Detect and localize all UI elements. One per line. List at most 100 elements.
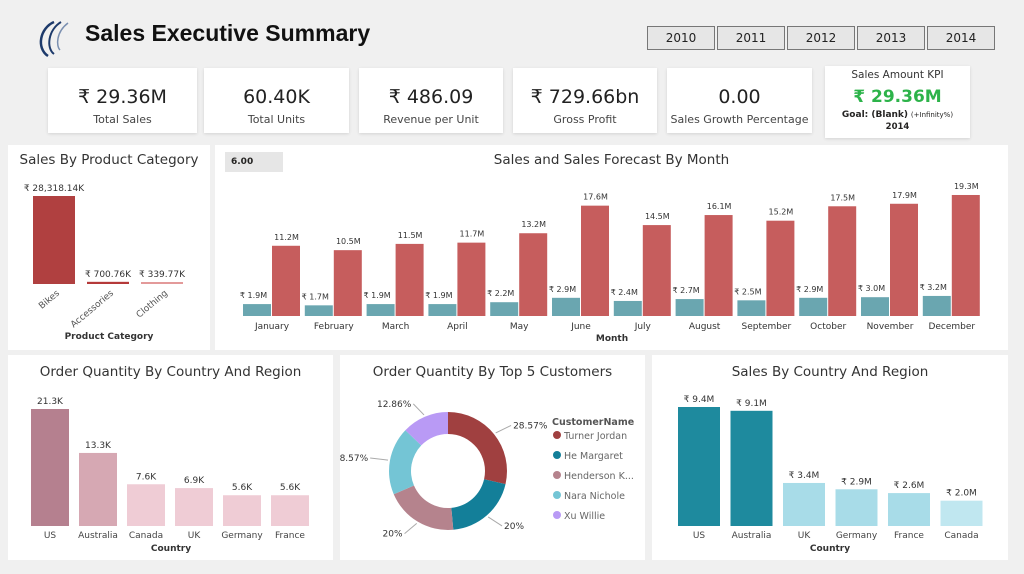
x-axis-title: Month	[596, 334, 628, 344]
bar	[366, 304, 395, 316]
x-tick-label: US	[44, 531, 57, 541]
donut-slice	[405, 412, 448, 446]
bar	[490, 302, 519, 316]
chart-title: Order Quantity By Top 5 Customers	[372, 364, 613, 380]
kpi-card-total-units: 60.40K Total Units	[204, 68, 349, 133]
data-label: ₹ 2.9M	[549, 285, 576, 294]
bar	[519, 233, 548, 316]
kpi-goal: Goal: (Blank)	[841, 110, 909, 120]
data-label: ₹ 2.9M	[796, 285, 823, 294]
kpi-card-gross-profit: ₹ 729.66bn Gross Profit	[513, 68, 657, 133]
data-label: 10.5M	[336, 237, 361, 246]
x-tick-label: Clothing	[135, 289, 170, 321]
kpi-label: Sales Growth Percentage	[670, 113, 809, 126]
leader-line	[412, 403, 425, 416]
sales-country-panel: Sales By Country And Region ₹ 9.4M US ₹ 9.…	[652, 355, 1008, 560]
kpi-card-total-sales: ₹ 29.36M Total Sales	[48, 68, 197, 133]
bar	[33, 196, 75, 284]
data-label: ₹ 28,318.14K	[24, 184, 85, 194]
chart-title: Sales and Sales Forecast By Month	[493, 152, 730, 168]
bar	[141, 282, 183, 284]
bar	[861, 297, 889, 316]
bar	[675, 299, 704, 316]
year-button-2014[interactable]: 2014	[927, 26, 995, 50]
legend-item: Henderson K...	[564, 471, 634, 482]
monthly-forecast-panel: 6.00 Sales and Sales Forecast By Month ₹…	[215, 145, 1008, 350]
bar	[79, 452, 117, 526]
data-label: 14.5M	[645, 212, 670, 221]
slice-label: 20%	[504, 522, 524, 532]
year-button-2010[interactable]: 2010	[647, 26, 715, 50]
bar	[87, 281, 129, 284]
data-label: 11.2M	[274, 233, 299, 242]
legend-marker	[553, 431, 561, 439]
data-label: 5.6K	[232, 483, 253, 493]
legend-title: CustomerName	[552, 417, 634, 428]
x-axis-title: Country	[810, 544, 850, 554]
x-tick-label: UK	[188, 531, 202, 541]
chart-title: Sales By Country And Region	[731, 364, 929, 380]
x-tick-label: June	[570, 322, 591, 332]
data-label: 5.6K	[280, 483, 301, 493]
slice-label: 20%	[383, 530, 403, 540]
bar	[552, 297, 580, 316]
kpi-label: Gross Profit	[553, 113, 617, 126]
year-button-2013[interactable]: 2013	[857, 26, 925, 50]
year-button-2012[interactable]: 2012	[787, 26, 855, 50]
bar	[304, 305, 333, 316]
data-label: ₹ 700.76K	[85, 270, 132, 280]
x-tick-label: Canada	[129, 531, 163, 541]
forecast-value-box[interactable]: 6.00	[225, 152, 283, 172]
data-label: 19.3M	[954, 182, 979, 191]
kpi-year: 2014	[885, 122, 910, 132]
kpi-value: 0.00	[718, 86, 761, 108]
logo-icon	[39, 20, 69, 58]
year-button-2011[interactable]: 2011	[717, 26, 785, 50]
donut-slice	[448, 412, 507, 485]
x-tick-label: April	[447, 322, 468, 332]
x-tick-label: December	[928, 322, 975, 332]
bar	[730, 410, 773, 526]
bar	[835, 489, 878, 526]
data-label: 17.9M	[892, 191, 917, 200]
x-tick-label: January	[254, 322, 290, 332]
kpi-label: Total Units	[247, 113, 306, 126]
monthly-forecast-chart: ₹ 1.9M 11.2M January ₹ 1.7M 10.5M February ₹ 1…	[240, 182, 980, 344]
x-tick-label: August	[689, 322, 721, 332]
bar	[890, 203, 918, 316]
bar	[940, 500, 983, 526]
data-label: ₹ 3.2M	[920, 283, 947, 292]
x-tick-label: Canada	[944, 531, 978, 541]
bar	[271, 495, 309, 526]
product-category-panel: Sales By Product Category ₹ 28,318.14K Bi…	[8, 145, 210, 350]
bar	[457, 242, 486, 316]
data-label: ₹ 3.4M	[789, 471, 820, 481]
slice-label: 18.57%	[340, 454, 369, 464]
data-label: ₹ 1.7M	[302, 292, 329, 301]
kpi-card-sales-amount: Sales Amount KPI ₹ 29.36M Goal: (Blank) …	[825, 66, 970, 138]
x-tick-label: May	[510, 322, 529, 332]
kpi-value: 60.40K	[243, 86, 310, 108]
x-tick-label: October	[810, 322, 846, 332]
bar	[613, 300, 642, 316]
leader-line	[495, 425, 512, 434]
x-tick-label: US	[693, 531, 706, 541]
kpi-value: ₹ 729.66bn	[530, 86, 640, 108]
bar	[395, 243, 424, 316]
x-tick-label: February	[314, 322, 355, 332]
bar	[737, 300, 766, 316]
donut-slice	[451, 479, 506, 530]
donut-slice	[393, 485, 454, 530]
data-label: ₹ 1.9M	[363, 291, 390, 300]
data-label: 7.6K	[136, 472, 157, 482]
x-tick-label: France	[894, 531, 924, 541]
data-label: ₹ 2.6M	[894, 481, 925, 491]
data-label: 16.1M	[707, 202, 732, 211]
leader-line	[370, 457, 389, 461]
bar	[704, 215, 733, 316]
kpi-label: Revenue per Unit	[383, 113, 479, 126]
x-axis-title: Product Category	[65, 332, 154, 342]
bar	[678, 407, 720, 526]
legend-marker	[553, 471, 561, 479]
chart-title: Sales By Product Category	[19, 152, 199, 168]
